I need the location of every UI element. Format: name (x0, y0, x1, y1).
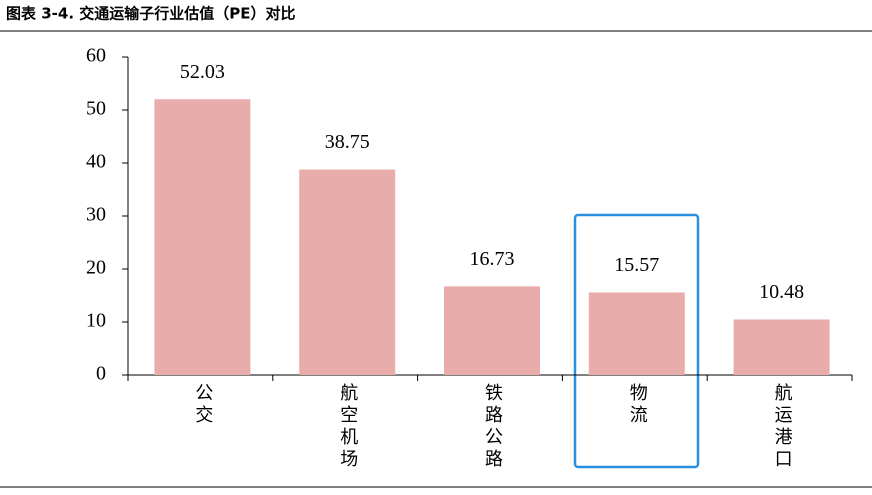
y-tick-label: 10 (86, 310, 106, 332)
chart-title: 图表 3-4. 交通运输子行业估值（PE）对比 (6, 5, 295, 23)
highlight-box (573, 213, 700, 469)
bar (154, 99, 251, 375)
value-label: 15.57 (614, 254, 659, 276)
value-label: 52.03 (180, 61, 225, 83)
y-tick-label: 40 (86, 151, 106, 173)
value-label: 38.75 (325, 131, 370, 153)
value-label: 16.73 (470, 248, 515, 270)
y-tick-label: 50 (86, 98, 106, 120)
x-tick-label: 航运港口 (772, 383, 793, 471)
bar (299, 169, 396, 375)
bar (588, 292, 685, 375)
x-tick-label: 物流 (627, 383, 648, 427)
x-tick-label: 公交 (192, 383, 213, 427)
y-tick-label: 0 (96, 363, 106, 385)
y-tick-label: 20 (86, 257, 106, 279)
bar (444, 286, 540, 375)
y-tick-label: 30 (86, 204, 106, 226)
y-tick-label: 60 (86, 45, 106, 67)
value-label: 10.48 (759, 281, 804, 303)
x-tick-label: 航空机场 (337, 383, 358, 471)
x-tick-label: 铁路公路 (482, 383, 503, 471)
bar (733, 319, 830, 375)
